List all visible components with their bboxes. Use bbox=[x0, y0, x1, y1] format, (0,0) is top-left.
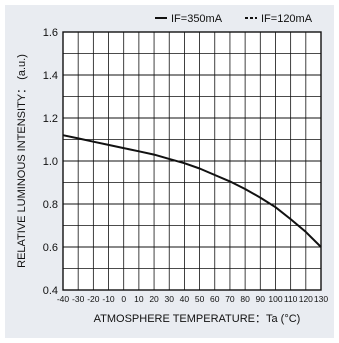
y-tick-label: 0.8 bbox=[43, 199, 58, 211]
x-tick-label: 110 bbox=[284, 294, 298, 304]
y-tick-label: 1.2 bbox=[43, 113, 58, 125]
y-axis-label: RELATIVE LUMINOUS INTENSITY： (a.u.) bbox=[16, 54, 28, 268]
x-tick-labels: -40 -30 -20 -10 0 10 20 30 40 50 60 70 80 90 100 110 120… bbox=[57, 294, 329, 304]
y-tick-label: 1.0 bbox=[43, 156, 58, 168]
x-axis-label: ATMOSPHERE TEMPERATURE：Ta (°C) bbox=[94, 313, 301, 325]
x-tick-label: 0 bbox=[121, 294, 126, 304]
y-tick-label: 1.6 bbox=[43, 27, 58, 39]
x-tick-label: 120 bbox=[299, 294, 313, 304]
x-tick-label: 90 bbox=[256, 294, 266, 304]
grid bbox=[62, 31, 322, 291]
x-tick-label: -30 bbox=[72, 294, 85, 304]
x-tick-label: 10 bbox=[134, 294, 144, 304]
series-line bbox=[62, 134, 322, 248]
series-layer bbox=[62, 134, 322, 248]
y-tick-label: 0.4 bbox=[43, 285, 58, 297]
y-tick-labels: 0.4 0.6 0.8 1.0 1.2 1.4 1.6 bbox=[43, 27, 58, 297]
luminous-intensity-chart: 0.4 0.6 0.8 1.0 1.2 1.4 1.6 -40 -30 -20 -10 0 10 20 3… bbox=[16, 13, 329, 325]
x-tick-label: 100 bbox=[268, 294, 282, 304]
x-tick-label: 40 bbox=[180, 294, 190, 304]
legend-label: IF=120mA bbox=[261, 13, 313, 25]
legend-label: IF=350mA bbox=[171, 13, 223, 25]
x-tick-label: 80 bbox=[240, 294, 250, 304]
x-tick-label: -10 bbox=[102, 294, 115, 304]
y-tick-label: 1.4 bbox=[43, 70, 58, 82]
x-tick-label: 20 bbox=[149, 294, 159, 304]
x-tick-label: 60 bbox=[210, 294, 220, 304]
x-tick-label: 130 bbox=[314, 294, 328, 304]
legend: IF=350mA IF=120mA bbox=[155, 13, 313, 25]
x-tick-label: 70 bbox=[225, 294, 235, 304]
x-tick-label: -40 bbox=[57, 294, 70, 304]
x-tick-label: 50 bbox=[195, 294, 205, 304]
y-tick-label: 0.6 bbox=[43, 242, 58, 254]
plot-frame bbox=[62, 31, 322, 291]
x-tick-label: 30 bbox=[165, 294, 175, 304]
chart-panel: 0.4 0.6 0.8 1.0 1.2 1.4 1.6 -40 -30 -20 -10 0 10 20 3… bbox=[5, 5, 334, 338]
x-tick-label: -20 bbox=[87, 294, 100, 304]
